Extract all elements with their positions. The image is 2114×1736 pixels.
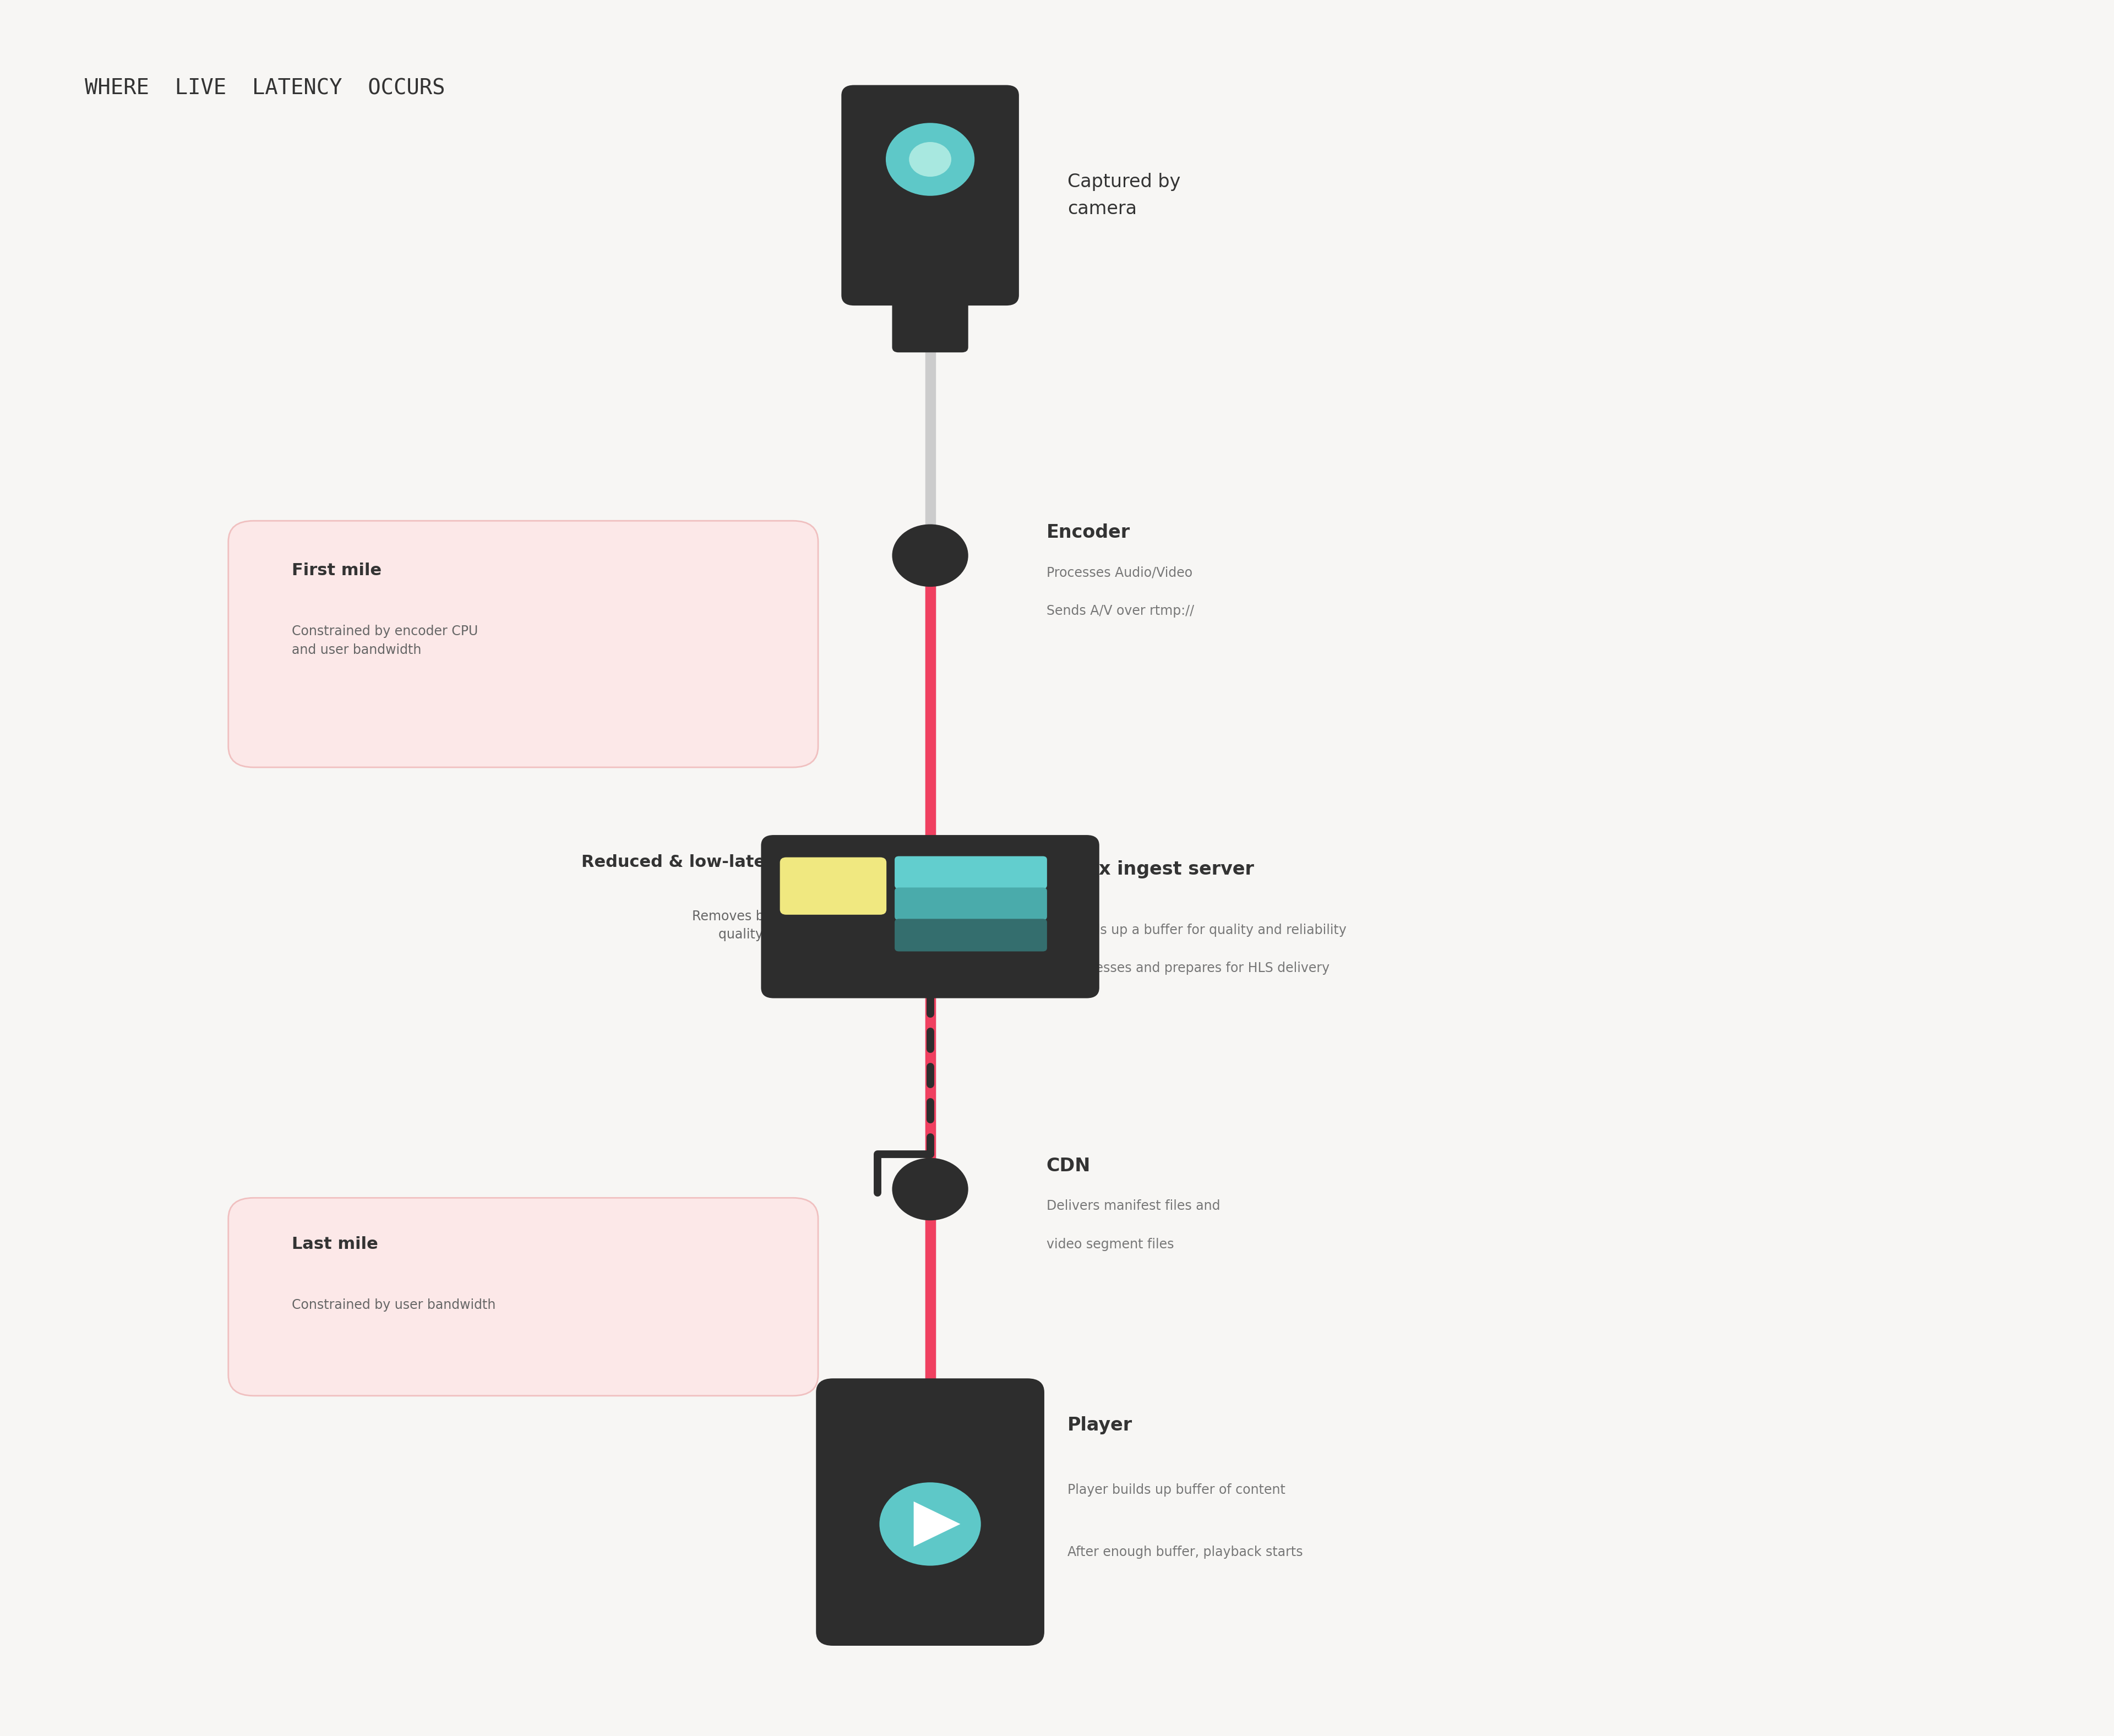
Text: Constrained by user bandwidth: Constrained by user bandwidth [292, 1299, 495, 1312]
Text: Player: Player [1068, 1417, 1133, 1434]
FancyBboxPatch shape [894, 918, 1046, 951]
FancyBboxPatch shape [841, 85, 1019, 306]
Text: Processes Audio/Video: Processes Audio/Video [1046, 566, 1192, 580]
Text: Player builds up buffer of content: Player builds up buffer of content [1068, 1483, 1285, 1496]
Circle shape [879, 1483, 981, 1566]
FancyBboxPatch shape [894, 856, 1046, 889]
Text: Delivers manifest files and: Delivers manifest files and [1046, 1200, 1220, 1213]
Circle shape [892, 1158, 968, 1220]
FancyBboxPatch shape [228, 521, 818, 767]
FancyBboxPatch shape [816, 1378, 1044, 1646]
Text: Sends A/V over rtmp://: Sends A/V over rtmp:// [1046, 604, 1194, 618]
Text: After enough buffer, playback starts: After enough buffer, playback starts [1068, 1545, 1302, 1559]
Circle shape [886, 123, 975, 196]
Text: Captured by
camera: Captured by camera [1068, 174, 1180, 217]
Circle shape [892, 524, 968, 587]
Text: CDN: CDN [1046, 1158, 1091, 1175]
Text: Mux ingest server: Mux ingest server [1068, 861, 1254, 878]
Text: Processes and prepares for HLS delivery: Processes and prepares for HLS delivery [1068, 962, 1330, 976]
Text: First mile: First mile [292, 562, 381, 578]
FancyBboxPatch shape [761, 835, 1099, 998]
Text: Last mile: Last mile [292, 1236, 378, 1252]
Text: Removes buffer at risk of
quality and reliability: Removes buffer at risk of quality and re… [691, 910, 856, 941]
Text: Reduced & low-latency mode: Reduced & low-latency mode [581, 854, 856, 870]
Text: video segment files: video segment files [1046, 1238, 1173, 1252]
Text: Constrained by encoder CPU
and user bandwidth: Constrained by encoder CPU and user band… [292, 625, 478, 656]
Text: Encoder: Encoder [1046, 524, 1131, 542]
Circle shape [909, 142, 951, 177]
FancyBboxPatch shape [892, 281, 968, 352]
FancyBboxPatch shape [894, 887, 1046, 920]
Text: Builds up a buffer for quality and reliability: Builds up a buffer for quality and relia… [1068, 924, 1347, 937]
FancyBboxPatch shape [228, 1198, 818, 1396]
FancyBboxPatch shape [780, 858, 886, 915]
Polygon shape [913, 1502, 960, 1547]
Text: WHERE  LIVE  LATENCY  OCCURS: WHERE LIVE LATENCY OCCURS [85, 78, 444, 99]
